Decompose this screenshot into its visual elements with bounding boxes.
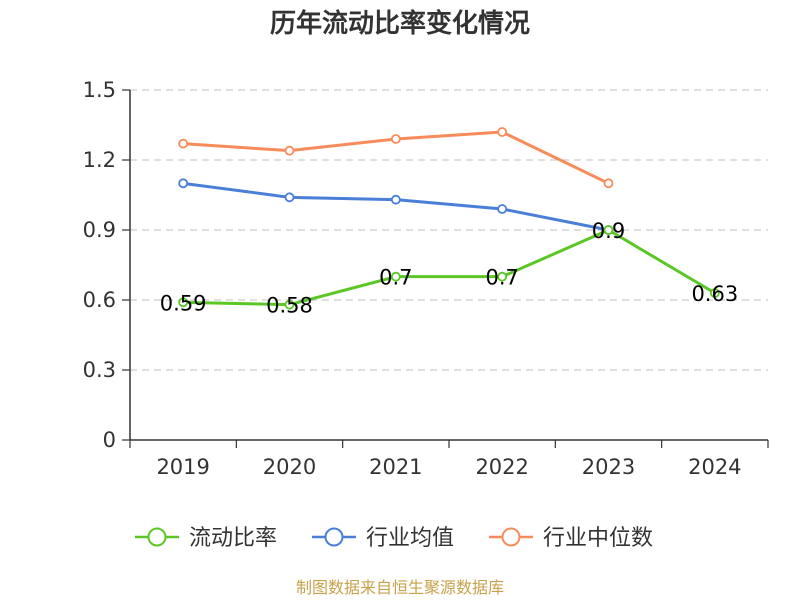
y-tick-label: 1.2 — [83, 148, 116, 172]
data-labels: 0.59 0.58 0.7 0.7 0.9 0.63 — [160, 219, 738, 318]
data-point — [603, 225, 614, 235]
data-point — [390, 134, 401, 144]
data-point — [178, 178, 189, 189]
grid-lines — [130, 89, 768, 371]
legend: 流动比率 行业均值 行业中位数 — [135, 526, 653, 551]
legend-marker — [324, 527, 344, 547]
data-point — [603, 178, 614, 189]
data-point — [390, 271, 401, 282]
data-point — [709, 288, 720, 298]
x-tick-label: 2023 — [582, 455, 635, 479]
x-tick-label: 2021 — [369, 455, 422, 479]
data-point — [497, 127, 508, 137]
data-point — [390, 194, 401, 205]
y-tick-label: 0 — [103, 428, 116, 452]
data-point — [497, 204, 508, 214]
x-tick-label: 2019 — [156, 455, 209, 479]
data-label: 0.7 — [379, 266, 412, 290]
data-point — [178, 138, 189, 149]
legend-label: 行业中位数 — [543, 526, 653, 551]
data-point — [497, 271, 508, 282]
legend-marker — [147, 527, 167, 547]
data-label: 0.59 — [160, 291, 207, 315]
data-label: 0.58 — [266, 294, 313, 318]
y-tick-label: 0.3 — [83, 358, 116, 382]
x-tick-label: 2022 — [475, 455, 528, 479]
data-label: 0.7 — [485, 266, 518, 290]
chart-title: 历年流动比率变化情况 — [269, 9, 530, 39]
source-note: 制图数据来自恒生聚源数据库 — [295, 578, 504, 597]
y-tick-label: 1.5 — [83, 78, 116, 102]
axes: 0 0.3 0.6 0.9 1.2 1.5 2019 2020 2021 2022 2023 2024 — [83, 78, 769, 479]
x-tick-label: 2024 — [688, 455, 741, 479]
data-point — [178, 297, 189, 308]
legend-label: 行业均值 — [366, 526, 454, 551]
y-tick-label: 0.6 — [83, 288, 116, 312]
data-point — [284, 145, 295, 156]
series-line-1 — [182, 181, 609, 232]
y-tick-label: 0.9 — [83, 218, 116, 242]
series-lines — [178, 127, 720, 310]
x-tick-label: 2020 — [263, 455, 316, 479]
series-line-0 — [183, 228, 716, 307]
data-label: 0.63 — [691, 282, 738, 306]
data-point — [284, 192, 295, 203]
data-label: 0.9 — [592, 219, 625, 243]
data-point — [284, 299, 295, 310]
legend-label: 流动比率 — [189, 526, 277, 551]
legend-marker — [501, 527, 521, 547]
